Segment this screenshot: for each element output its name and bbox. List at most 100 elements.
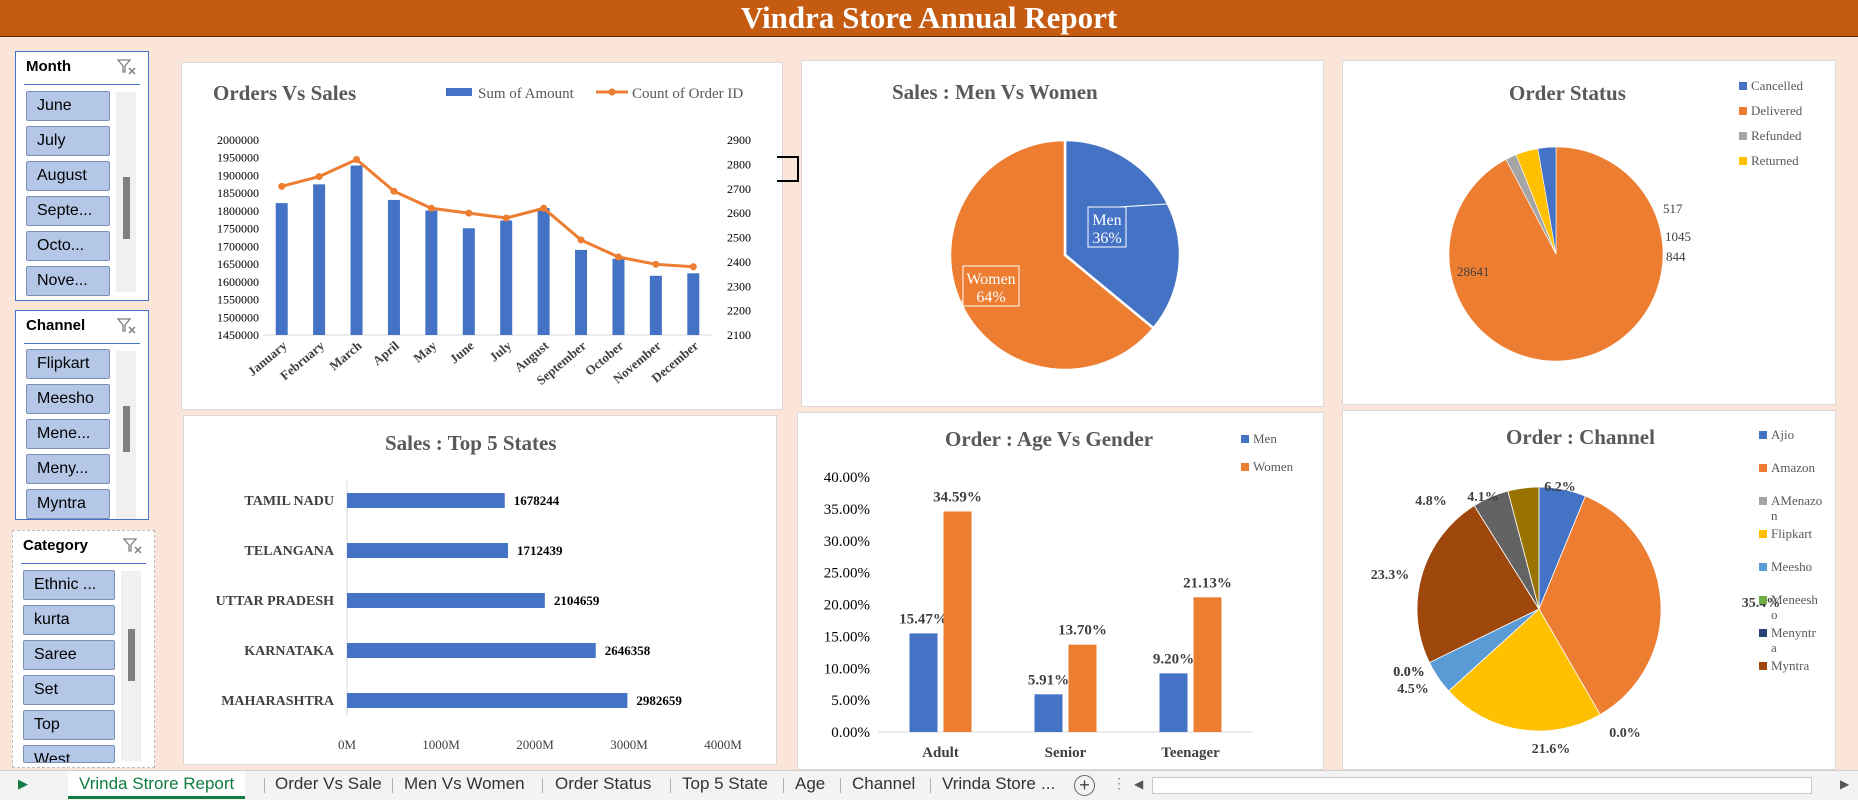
month-slicer-item[interactable]: June — [26, 91, 110, 121]
men-vs-women-chart: Men 36% Women 64% — [939, 138, 1182, 372]
order-status-panel[interactable]: Order Status Cancelled Delivered Refunded R… — [1342, 60, 1836, 405]
hscroll-right-arrow[interactable]: ▶ — [1840, 777, 1850, 791]
scrollbar-thumb[interactable] — [123, 177, 130, 239]
legend-label-channel: Ajio — [1771, 427, 1794, 442]
tab-more[interactable]: ... — [1041, 774, 1056, 793]
tab-scroll-arrow[interactable]: ▶ — [18, 776, 28, 791]
x-tick-label: July — [486, 337, 514, 364]
channel-slicer-header: Channel — [26, 317, 86, 334]
state-value-label: 2982659 — [636, 693, 682, 708]
y-tick-label: 1750000 — [217, 222, 259, 236]
month-slicer-item[interactable]: August — [26, 161, 110, 191]
refunded-value-label: 517 — [1663, 201, 1683, 216]
age-value-label: 21.13% — [1183, 575, 1232, 591]
category-slicer-item[interactable]: Top — [23, 710, 115, 740]
tab-split-handle[interactable]: ⋮ — [1112, 775, 1126, 791]
legend-label-women: Women — [1253, 459, 1294, 474]
horizontal-scrollbar[interactable] — [1152, 777, 1812, 794]
y2-tick-label: 2700 — [727, 182, 751, 196]
y-tick-label: 1450000 — [217, 328, 259, 342]
amount-bar — [275, 203, 288, 335]
month-slicer[interactable]: Month June July August Septe... Octo... … — [15, 51, 149, 301]
channel-slicer-item[interactable]: Myntra — [26, 489, 110, 519]
orders-point — [652, 260, 660, 268]
men-label-box — [1087, 206, 1127, 248]
legend-swatch-channel — [1759, 629, 1767, 637]
channel-pct-label: 23.3% — [1371, 568, 1410, 583]
top-5-states-panel[interactable]: Sales : Top 5 States TAMIL NADU 1678244 TE… — [183, 415, 777, 765]
tab-order-vs-sale[interactable]: Order Vs Sale — [275, 774, 382, 793]
order-channel-title: Order : Channel — [1506, 425, 1655, 449]
amount-bar — [649, 275, 662, 335]
y-tick-label: 15.00% — [824, 629, 870, 645]
tab-separator — [542, 778, 543, 793]
clear-filter-icon[interactable] — [116, 58, 138, 76]
month-slicer-item[interactable]: Septe... — [26, 196, 110, 226]
top-5-states-chart: TAMIL NADU 1678244 TELANGANA 1712439 UTTAR P… — [216, 481, 742, 752]
tab-channel[interactable]: Channel — [852, 774, 916, 793]
tab-separator — [840, 778, 841, 793]
tab-men-vs-women[interactable]: Men Vs Women — [404, 774, 525, 793]
state-bar — [347, 643, 596, 658]
category-slicer-item[interactable]: Set — [23, 675, 115, 705]
scrollbar-thumb[interactable] — [123, 406, 130, 452]
amount-bar — [687, 273, 700, 335]
legend-swatch-channel — [1759, 431, 1767, 439]
tab-vrinda-strore-report[interactable]: Vrinda Strore Report — [68, 771, 246, 799]
channel-pct-label: 6.2% — [1544, 480, 1576, 495]
channel-pct-label: 21.6% — [1532, 742, 1571, 757]
add-sheet-icon[interactable]: + — [1074, 775, 1095, 796]
category-slicer-item[interactable]: West... — [23, 745, 115, 763]
orders-point — [353, 156, 361, 163]
y-tick-label: 1550000 — [217, 293, 259, 307]
month-slicer-scrollbar[interactable] — [116, 92, 136, 292]
age-value-label: 34.59% — [933, 489, 982, 505]
men-leader-line — [1118, 203, 1168, 208]
scrollbar-thumb[interactable] — [128, 629, 135, 681]
orders-point — [278, 182, 286, 190]
state-value-label: 1678244 — [514, 493, 560, 508]
channel-slicer-scrollbar[interactable] — [116, 351, 136, 519]
channel-slicer-item[interactable]: Meny... — [26, 454, 110, 484]
legend-label-channel: Myntra — [1771, 658, 1810, 673]
x-tick-label: 4000M — [704, 737, 742, 752]
tab-vrinda-store[interactable]: Vrinda Store — [942, 774, 1036, 793]
month-slicer-item[interactable]: July — [26, 126, 110, 156]
category-slicer-item[interactable]: Ethnic ... — [23, 570, 115, 600]
channel-slicer-item[interactable]: Flipkart — [26, 349, 110, 379]
y-tick-label: 1900000 — [217, 168, 259, 182]
y-tick-label: 1600000 — [217, 275, 259, 289]
y2-tick-label: 2600 — [727, 206, 751, 220]
men-vs-women-panel[interactable]: Sales : Men Vs Women Men 36% Women 64% — [801, 60, 1324, 407]
age-vs-gender-panel[interactable]: Order : Age Vs Gender Men Women 40.00% 35… — [797, 412, 1324, 770]
order-channel-panel[interactable]: Order : Channel 6.2%35.4%0.0%21.6%4.5%0.… — [1342, 410, 1836, 770]
clear-filter-icon[interactable] — [116, 317, 138, 335]
channel-slicer[interactable]: Channel Flipkart Meesho Mene... Meny... … — [15, 310, 149, 520]
month-slicer-item[interactable]: Octo... — [26, 231, 110, 261]
y2-tick-label: 2100 — [727, 328, 751, 342]
clear-filter-icon[interactable] — [122, 537, 144, 555]
category-slicer-scrollbar[interactable] — [121, 571, 141, 761]
tab-age[interactable]: Age — [795, 774, 826, 793]
tab-top-5-state[interactable]: Top 5 State — [682, 774, 769, 793]
age-bar-women — [943, 511, 972, 732]
legend-swatch-refunded — [1739, 132, 1747, 140]
category-slicer[interactable]: Category Ethnic ... kurta Saree Set Top … — [12, 530, 155, 768]
orders-vs-sales-panel[interactable]: Orders Vs Sales Sum of Amount Count of O… — [181, 62, 783, 410]
month-slicer-item[interactable]: Nove... — [26, 266, 110, 296]
channel-slicer-item[interactable]: Meesho — [26, 384, 110, 414]
age-bar-women — [1193, 597, 1222, 732]
y-tick-label: 1850000 — [217, 186, 259, 200]
legend-label-amount: Sum of Amount — [478, 86, 575, 102]
category-slicer-item[interactable]: Saree — [23, 640, 115, 670]
y-tick-label: 20.00% — [824, 598, 870, 614]
tab-separator — [670, 778, 671, 793]
y-tick-label: 1500000 — [217, 310, 259, 324]
legend-swatch-channel — [1759, 596, 1767, 604]
slicer-divider — [24, 84, 140, 85]
channel-slicer-item[interactable]: Mene... — [26, 419, 110, 449]
category-slicer-item[interactable]: kurta — [23, 605, 115, 635]
hscroll-left-arrow[interactable]: ◀ — [1134, 777, 1144, 791]
tab-order-status[interactable]: Order Status — [555, 774, 652, 793]
orders-vs-sales-title: Orders Vs Sales — [213, 81, 357, 105]
